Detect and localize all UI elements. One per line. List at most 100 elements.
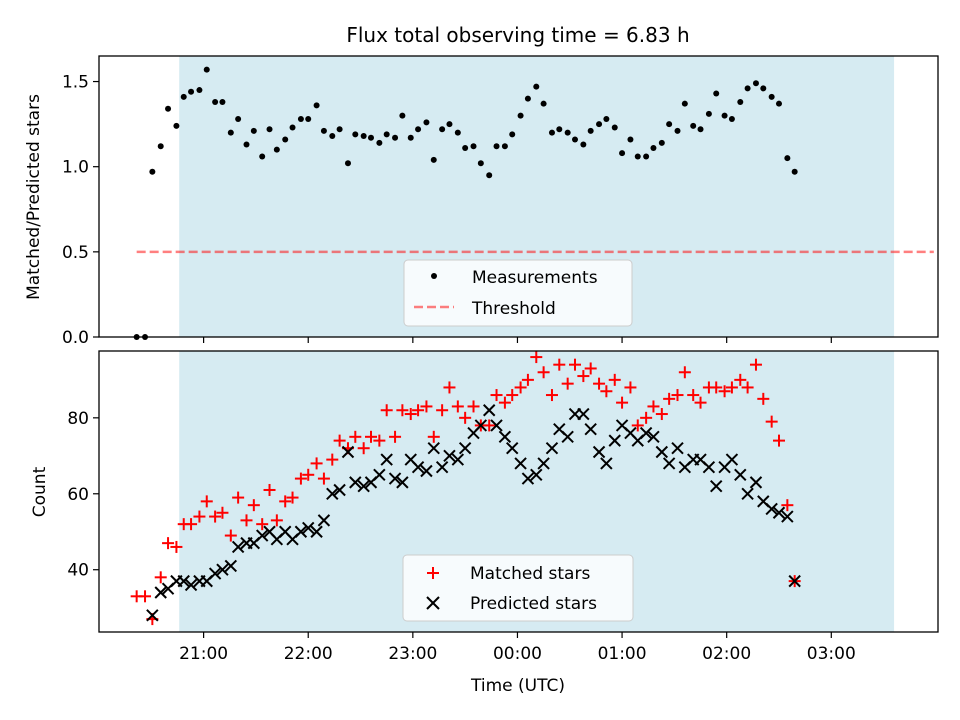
measurement-point (548, 129, 555, 136)
matched-star-point (333, 434, 346, 447)
predicted-star-point (584, 423, 597, 436)
predicted-star-point (388, 472, 402, 485)
matched-star-point (521, 373, 534, 386)
matched-star-point (561, 377, 574, 390)
predicted-star-point (396, 476, 409, 489)
matched-star-point (256, 518, 269, 531)
matched-star-point (193, 510, 206, 523)
measurement-point (650, 144, 657, 151)
bottom-panel: 40 60 80 21:00 22:00 23:00 00:00 01:00 02:00 03:0… (30, 350, 939, 696)
measurement-point (415, 126, 422, 133)
predicted-star-point (302, 521, 315, 535)
matched-star-point (317, 472, 330, 485)
measurement-point (713, 90, 720, 97)
bottom-plot-frame (98, 350, 939, 633)
matched-star-point (185, 518, 198, 531)
measurement-point (556, 126, 563, 133)
bottom-y-axis-label: Count (30, 466, 50, 517)
measurement-point (297, 116, 304, 123)
measurement-point (705, 110, 712, 117)
matched-star-point (694, 396, 707, 409)
predicted-stars-points (146, 404, 801, 622)
measurement-point (250, 127, 257, 134)
measurement-point (454, 129, 461, 136)
predicted-star-point (231, 540, 245, 554)
matched-star-point (240, 514, 253, 527)
matched-star-point (357, 442, 370, 455)
predicted-star-point (349, 476, 362, 489)
measurement-point (603, 116, 610, 123)
matched-star-point (781, 499, 794, 512)
measurement-point (227, 129, 234, 136)
predicted-star-point (765, 502, 778, 516)
predicted-star-point (671, 442, 684, 455)
predicted-star-point (702, 460, 716, 474)
matched-star-point (600, 385, 613, 398)
predicted-star-point (506, 442, 519, 455)
matched-star-point (530, 351, 543, 364)
measurement-points (133, 66, 798, 340)
measurement-point (768, 93, 775, 100)
measurement-point (392, 134, 399, 141)
measurement-point (313, 102, 320, 109)
measurement-point (203, 66, 210, 73)
matched-star-point (593, 377, 606, 390)
predicted-star-point (451, 453, 465, 466)
matched-star-point (420, 400, 433, 413)
measurement-point (517, 112, 524, 119)
matched-star-point (364, 430, 377, 443)
measurement-point (775, 100, 782, 107)
predicted-star-point (772, 506, 786, 519)
measurement-point (157, 143, 164, 150)
measurement-point (533, 83, 540, 90)
matched-star-point (765, 415, 778, 428)
predicted-star-point (146, 609, 159, 622)
legend-predicted-label: Predicted stars (470, 594, 597, 614)
predicted-star-point (216, 563, 229, 576)
measurement-point (564, 129, 571, 136)
matched-star-point (294, 472, 307, 485)
matched-star-point (443, 381, 456, 394)
predicted-star-point (592, 445, 606, 459)
matched-star-point (749, 358, 762, 371)
legend-measurements-marker (431, 273, 437, 279)
predicted-star-point (781, 510, 794, 523)
measurement-point (446, 121, 453, 128)
matched-star-point (209, 510, 222, 523)
top-plot-frame (98, 55, 939, 338)
measurement-point (486, 172, 493, 179)
matched-star-point (200, 495, 213, 508)
predicted-star-point (710, 479, 723, 493)
matched-star-point (459, 411, 472, 424)
bottom-legend-box (402, 554, 634, 622)
measurement-point (501, 143, 508, 150)
measurement-point (681, 100, 688, 107)
predicted-star-point (608, 434, 621, 447)
predicted-star-point (294, 525, 308, 538)
matched-star-point (647, 400, 660, 413)
legend-matched-label: Matched stars (470, 564, 590, 584)
predicted-star-point (521, 472, 535, 485)
top-panel: 0.0 0.5 1.0 1.5 Matched/Predicted stars Mea… (24, 55, 939, 348)
measurement-point (509, 131, 516, 138)
y-tick-label: 1.0 (62, 158, 89, 178)
matched-star-point (577, 370, 590, 383)
measurement-point (580, 141, 587, 148)
matched-star-point (286, 491, 299, 504)
x-tick-label: 02:00 (702, 644, 751, 664)
matched-star-point (380, 404, 393, 417)
matched-star-point (326, 453, 339, 466)
matched-star-point (404, 408, 417, 421)
x-tick-label: 01:00 (598, 644, 647, 664)
x-tick-label: 23:00 (388, 644, 437, 664)
predicted-star-point (474, 419, 488, 432)
predicted-star-point (208, 567, 222, 580)
top-axis-ticks: 0.0 0.5 1.0 1.5 (62, 73, 832, 348)
measurement-point (165, 105, 172, 112)
matched-star-point (553, 358, 566, 371)
measurement-point (470, 143, 477, 150)
matched-star-point (514, 381, 527, 394)
top-legend-box (403, 259, 633, 327)
measurement-point (320, 127, 327, 134)
predicted-star-point (741, 487, 754, 500)
